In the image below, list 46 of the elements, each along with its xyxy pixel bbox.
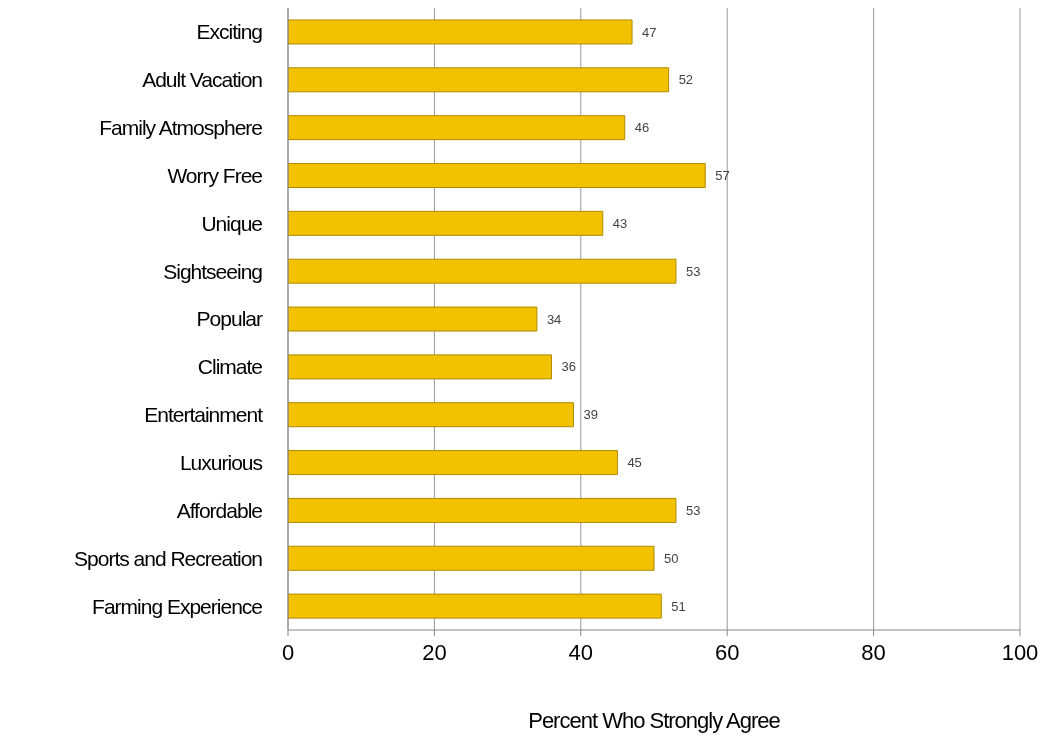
data-label: 52	[678, 72, 694, 88]
bar	[288, 497, 677, 523]
data-label: 39	[583, 407, 598, 423]
data-label: 34	[546, 311, 562, 327]
bar	[288, 67, 670, 93]
x-tick-label: 80	[861, 639, 886, 665]
x-tick-label: 0	[281, 639, 295, 665]
data-label: 43	[612, 215, 628, 231]
data-label: 45	[627, 455, 642, 471]
bar	[288, 258, 677, 284]
data-label: 50	[664, 550, 679, 566]
y-tick-label: Family Atmosphere	[99, 116, 263, 140]
y-tick-label: Worry Free	[167, 163, 263, 187]
data-label: 53	[685, 503, 701, 519]
x-tick-label: 20	[422, 639, 447, 665]
data-label: 36	[561, 359, 576, 375]
bar	[288, 402, 574, 428]
bar	[288, 354, 553, 380]
y-tick-label: Climate	[197, 355, 263, 379]
y-tick-label: Adult Vacation	[142, 68, 263, 92]
x-tick-label: 60	[714, 639, 740, 665]
bar	[288, 306, 538, 332]
data-label: 46	[634, 120, 650, 136]
bar	[288, 19, 633, 45]
bar	[288, 210, 604, 236]
x-axis-title: Percent Who Strongly Agree	[528, 708, 781, 733]
data-label: 57	[715, 168, 730, 184]
data-label: 51	[671, 598, 686, 614]
y-tick-label: Sightseeing	[163, 259, 263, 283]
y-tick-label: Luxurious	[179, 450, 263, 474]
y-tick-label: Unique	[201, 211, 263, 235]
x-tick-label: 100	[1001, 639, 1039, 665]
bar	[288, 545, 655, 571]
bar	[288, 115, 626, 141]
y-tick-label: Affordable	[176, 498, 263, 522]
y-tick-label: Sports and Recreation	[74, 546, 263, 570]
y-tick-label: Farming Experience	[92, 594, 263, 618]
bar	[288, 450, 618, 476]
bar	[288, 163, 706, 188]
x-tick-label: 40	[568, 639, 594, 665]
data-label: 47	[642, 24, 657, 40]
bar	[288, 593, 662, 619]
y-tick-label: Exciting	[196, 20, 263, 44]
y-tick-label: Popular	[196, 307, 263, 331]
y-tick-label: Entertainment	[144, 403, 264, 427]
data-label: 53	[685, 263, 701, 279]
